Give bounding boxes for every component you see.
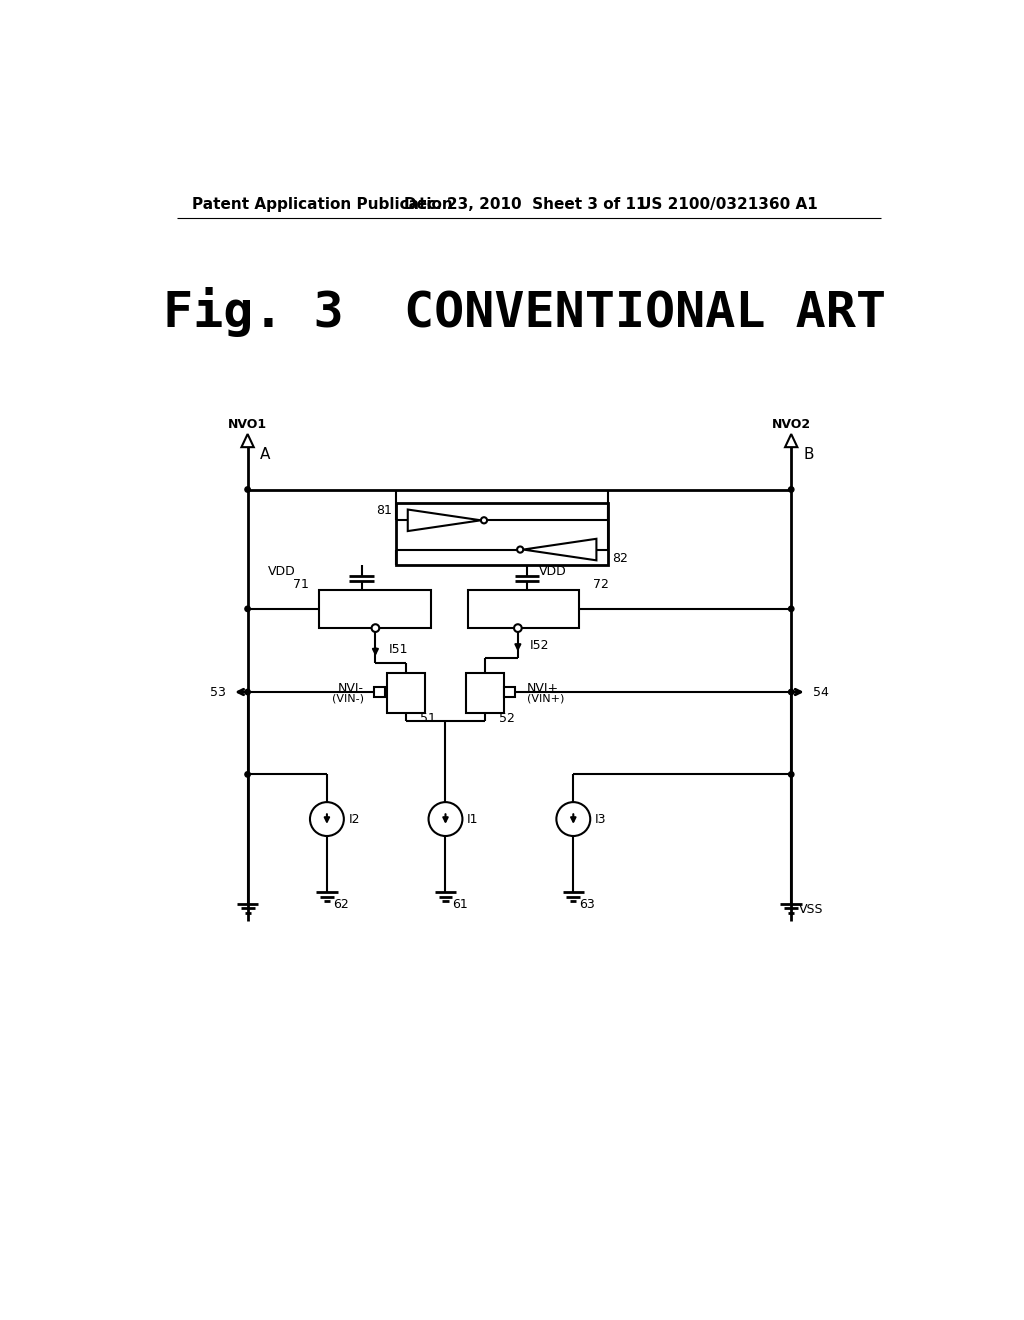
Text: B: B (804, 447, 814, 462)
Circle shape (788, 689, 794, 694)
Text: NVI+: NVI+ (527, 681, 559, 694)
Text: Fig. 3  CONVENTIONAL ART: Fig. 3 CONVENTIONAL ART (163, 288, 887, 338)
Text: 72: 72 (593, 578, 608, 591)
Text: 53: 53 (210, 685, 226, 698)
Circle shape (788, 772, 794, 777)
Text: VSS: VSS (799, 903, 823, 916)
Text: 51: 51 (420, 713, 436, 726)
Text: 82: 82 (611, 552, 628, 565)
Bar (468, 590, 580, 628)
Text: I2: I2 (348, 813, 360, 825)
Circle shape (517, 546, 523, 553)
Text: 71: 71 (293, 578, 309, 591)
Circle shape (245, 606, 250, 611)
Text: I3: I3 (595, 813, 606, 825)
Text: 52: 52 (499, 713, 514, 726)
Circle shape (245, 689, 250, 694)
Text: (VIN+): (VIN+) (527, 694, 564, 704)
Circle shape (788, 487, 794, 492)
Text: NVI-: NVI- (338, 681, 364, 694)
Text: NVO2: NVO2 (772, 417, 811, 430)
Text: 54: 54 (813, 685, 828, 698)
Text: 61: 61 (452, 898, 467, 911)
Text: NVO1: NVO1 (228, 417, 267, 430)
Bar (374, 686, 385, 697)
Text: Patent Application Publication: Patent Application Publication (193, 197, 453, 213)
Bar (466, 673, 504, 713)
Bar (504, 686, 515, 697)
Text: Dec. 23, 2010  Sheet 3 of 11: Dec. 23, 2010 Sheet 3 of 11 (403, 197, 646, 213)
Text: I52: I52 (529, 639, 549, 652)
Text: A: A (260, 447, 270, 462)
Circle shape (310, 803, 344, 836)
Circle shape (481, 517, 487, 524)
Text: (VIN-): (VIN-) (332, 694, 364, 704)
Bar (319, 590, 431, 628)
Circle shape (245, 487, 250, 492)
Bar (387, 673, 425, 713)
Text: 62: 62 (333, 898, 349, 911)
Bar (396, 503, 608, 565)
Text: US 2100/0321360 A1: US 2100/0321360 A1 (639, 197, 817, 213)
Text: 81: 81 (377, 504, 392, 517)
Circle shape (514, 624, 521, 632)
Text: VDD: VDD (539, 565, 566, 578)
Text: I1: I1 (467, 813, 478, 825)
Text: 63: 63 (580, 898, 595, 911)
Text: VDD: VDD (268, 565, 296, 578)
Circle shape (556, 803, 590, 836)
Circle shape (788, 606, 794, 611)
Circle shape (245, 772, 250, 777)
Circle shape (429, 803, 463, 836)
Circle shape (372, 624, 379, 632)
Text: I51: I51 (388, 643, 408, 656)
